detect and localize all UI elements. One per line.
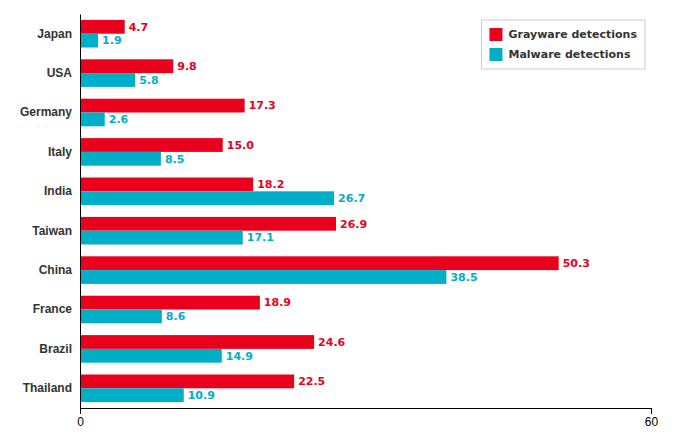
y-tick-label: USA — [47, 66, 73, 80]
bar-series — [80, 20, 559, 388]
bar — [80, 310, 162, 324]
y-tick-label: Brazil — [39, 342, 72, 356]
bar — [80, 231, 243, 245]
data-label: 26.9 — [340, 218, 367, 231]
y-tick: USA — [47, 66, 80, 80]
y-axis-line — [80, 15, 81, 409]
bar — [80, 152, 161, 166]
y-tick-label: Taiwan — [32, 224, 72, 238]
legend: Grayware detections Malware detections — [481, 20, 645, 69]
bar — [80, 20, 125, 34]
x-axis-line — [81, 409, 652, 415]
y-tick: Germany — [20, 105, 80, 119]
legend-item: Grayware detections — [489, 28, 637, 41]
bar — [80, 178, 253, 192]
x-tick-mark — [80, 408, 81, 414]
bar — [80, 73, 135, 87]
x-tick-mark — [651, 408, 652, 414]
y-tick: China — [39, 263, 80, 277]
y-tick: Taiwan — [32, 224, 80, 238]
y-tick: France — [33, 302, 80, 316]
legend-swatch — [489, 48, 502, 61]
y-axis: Japan USA Germany Italy India Taiwan China Fran… — [20, 15, 81, 409]
y-tick-label: France — [33, 302, 73, 316]
data-label: 18.2 — [257, 178, 284, 191]
bar — [80, 335, 314, 349]
bar — [80, 375, 294, 389]
data-label: 14.9 — [226, 350, 253, 363]
bar — [80, 349, 222, 363]
data-label: 38.5 — [450, 271, 477, 284]
y-tick: Japan — [37, 27, 80, 41]
bar — [80, 296, 260, 310]
chart-svg: 4.7 9.8 17.3 15.0 18.2 26.9 50.3 18.9 24.6 22.5 1.… — [0, 0, 675, 440]
data-label: 22.5 — [298, 375, 325, 388]
y-tick: Brazil — [39, 342, 80, 356]
bars — [80, 20, 559, 402]
x-axis: 0 60 — [77, 408, 658, 429]
data-label: 26.7 — [338, 192, 365, 205]
bar — [80, 138, 223, 152]
x-tick: 60 — [645, 408, 659, 429]
bar — [80, 113, 105, 127]
data-label: 15.0 — [227, 139, 254, 152]
bar — [80, 191, 334, 205]
x-tick-label: 60 — [645, 415, 659, 429]
bar — [80, 388, 184, 402]
y-tick: Thailand — [23, 381, 80, 395]
data-label: 10.9 — [188, 389, 215, 402]
data-label: 5.8 — [139, 74, 159, 87]
y-tick-label: India — [44, 184, 72, 198]
y-tick-label: Italy — [48, 145, 72, 159]
plot: 4.7 9.8 17.3 15.0 18.2 26.9 50.3 18.9 24.6 22.5 1.… — [20, 15, 659, 429]
data-label: 1.9 — [102, 34, 122, 47]
bar — [80, 99, 245, 113]
legend-label: Malware detections — [508, 48, 630, 61]
data-label: 18.9 — [264, 296, 291, 309]
data-label: 4.7 — [129, 21, 149, 34]
data-label: 8.5 — [165, 153, 185, 166]
bar — [80, 59, 173, 73]
bar-series — [80, 34, 446, 402]
legend-label: Grayware detections — [508, 28, 637, 41]
x-tick: 0 — [77, 408, 84, 429]
data-label: 9.8 — [177, 60, 197, 73]
bar — [80, 270, 446, 284]
x-tick-label: 0 — [77, 415, 84, 429]
bar — [80, 256, 559, 270]
data-label: 17.3 — [249, 99, 276, 112]
legend-swatch — [489, 28, 502, 41]
bar — [80, 217, 336, 231]
data-label: 8.6 — [166, 310, 186, 323]
y-tick-label: Thailand — [23, 381, 72, 395]
data-label: 24.6 — [318, 336, 345, 349]
data-label: 17.1 — [247, 231, 274, 244]
y-tick: Italy — [48, 145, 80, 159]
chart-container: 4.7 9.8 17.3 15.0 18.2 26.9 50.3 18.9 24.6 22.5 1.… — [0, 0, 675, 440]
legend-box — [481, 20, 645, 69]
data-label: 50.3 — [563, 257, 590, 270]
y-tick: India — [44, 184, 80, 198]
y-tick-label: China — [39, 263, 73, 277]
data-labels: 4.7 9.8 17.3 15.0 18.2 26.9 50.3 18.9 24.6 22.5 1.… — [102, 21, 590, 402]
y-tick-label: Germany — [20, 105, 72, 119]
legend-item: Malware detections — [489, 48, 630, 61]
y-tick-label: Japan — [37, 27, 72, 41]
bar — [80, 34, 98, 48]
data-label: 2.6 — [109, 113, 129, 126]
